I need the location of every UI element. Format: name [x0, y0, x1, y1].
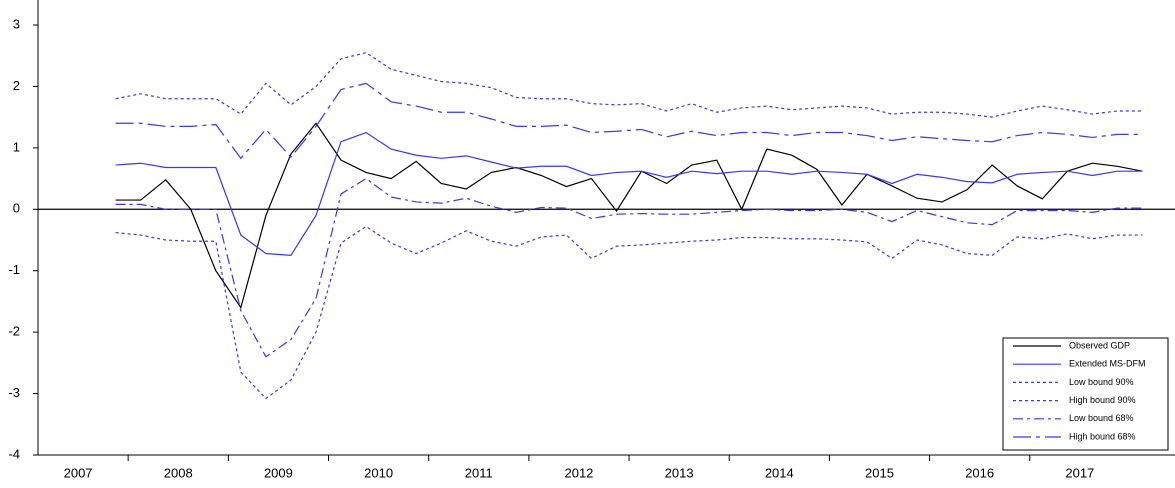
y-tick-label: 3 [13, 16, 20, 31]
series-line [115, 225, 1143, 400]
legend-label: Low bound 68% [1069, 413, 1134, 423]
x-tick-label: 2012 [564, 465, 593, 480]
legend: Observed GDP Extended MS-DFM Low bound 90%… [1002, 337, 1169, 451]
legend-label: High bound 90% [1069, 395, 1136, 405]
x-tick-label: 2010 [364, 465, 393, 480]
x-tick-label: 2011 [465, 465, 493, 480]
x-tick-label: 2015 [865, 465, 894, 480]
x-tick-label: 2016 [965, 465, 994, 480]
legend-label: Observed GDP [1069, 340, 1130, 350]
legend-label: Low bound 90% [1069, 377, 1134, 387]
y-tick-label: 0 [13, 201, 20, 216]
legend-label: High bound 68% [1069, 431, 1136, 441]
series-line [115, 131, 1143, 256]
x-tick-label: 2013 [665, 465, 694, 480]
x-tick-label: 2014 [765, 465, 794, 480]
series-line [115, 177, 1143, 358]
x-tick-label: 2009 [264, 465, 293, 480]
series-line [115, 51, 1143, 118]
series-line [115, 122, 1143, 309]
x-tick-label: 2017 [1065, 465, 1094, 480]
y-tick-label: 2 [13, 78, 20, 93]
series-line [115, 82, 1143, 160]
y-tick-label: -3 [8, 385, 20, 400]
y-tick-label: 1 [13, 139, 20, 154]
legend-label: Extended MS-DFM [1069, 359, 1146, 369]
x-tick-label: 2007 [64, 465, 93, 480]
y-tick-label: -1 [8, 262, 20, 277]
y-tick-label: -4 [8, 446, 20, 461]
legend-box [1002, 337, 1169, 451]
x-tick-label: 2008 [164, 465, 193, 480]
y-tick-label: -2 [8, 324, 20, 339]
